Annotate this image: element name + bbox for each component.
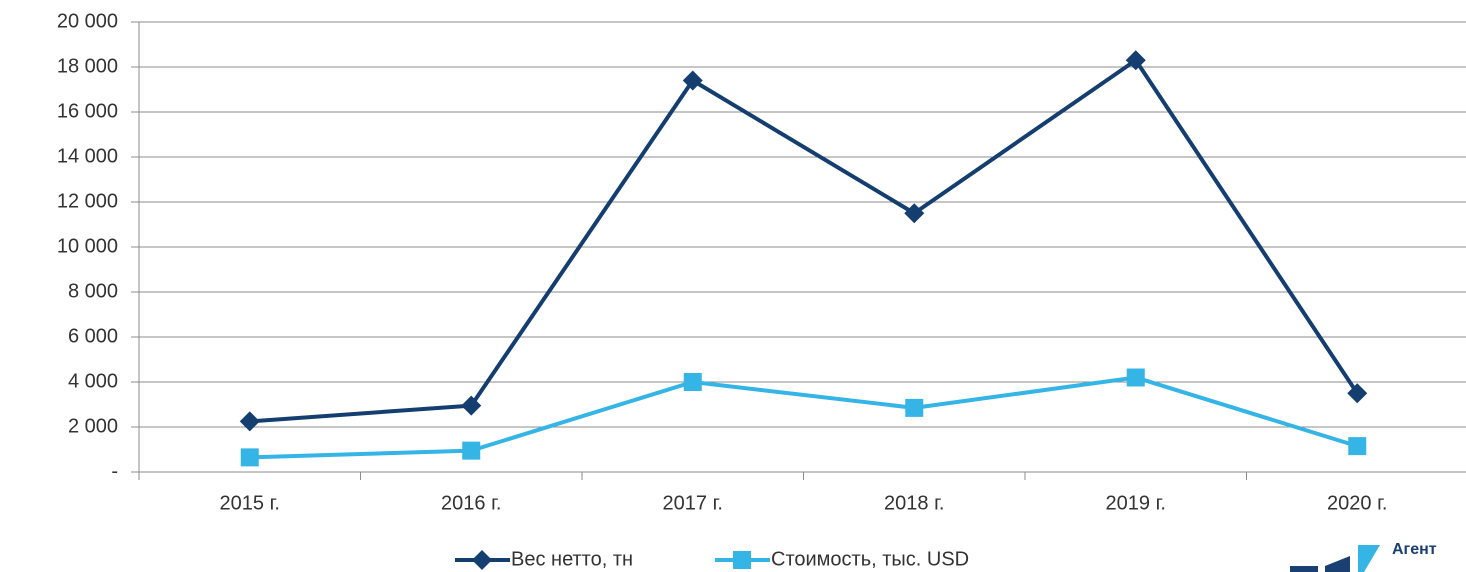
data-point <box>682 70 703 91</box>
data-point <box>905 398 924 417</box>
logo-shape <box>1325 556 1350 572</box>
legend-label: Вес нетто, тн <box>511 548 633 570</box>
y-tick-label: 4 000 <box>68 370 118 392</box>
x-tick-label: 2015 г. <box>220 492 280 514</box>
y-tick-label: 10 000 <box>57 235 118 257</box>
logo-text: Агент <box>1392 541 1437 558</box>
y-tick-label: 14 000 <box>57 145 118 167</box>
y-tick-label: - <box>111 460 118 482</box>
logo-shape <box>1358 545 1380 572</box>
x-tick-label: 2020 г. <box>1327 492 1387 514</box>
y-tick-label: 12 000 <box>57 190 118 212</box>
x-tick-label: 2017 г. <box>663 492 723 514</box>
x-tick-label: 2016 г. <box>441 492 501 514</box>
y-tick-label: 20 000 <box>57 10 118 32</box>
y-tick-label: 8 000 <box>68 280 118 302</box>
y-tick-label: 6 000 <box>68 325 118 347</box>
data-point <box>904 203 925 224</box>
logo-shape <box>1290 566 1318 572</box>
series-line <box>249 375 1358 460</box>
data-point <box>462 441 481 460</box>
data-point <box>240 448 259 467</box>
series-line <box>249 58 1359 424</box>
data-point <box>1125 50 1146 71</box>
data-point <box>239 411 260 432</box>
data-point <box>683 373 702 391</box>
y-tick-label: 2 000 <box>68 415 118 437</box>
x-tick-label: 2019 г. <box>1106 492 1166 514</box>
data-point <box>1126 368 1145 387</box>
y-tick-label: 18 000 <box>57 55 118 77</box>
data-point <box>1347 383 1368 404</box>
data-point <box>461 395 482 416</box>
y-tick-label: 16 000 <box>57 100 118 122</box>
legend-marker <box>733 551 751 569</box>
x-tick-label: 2018 г. <box>884 492 944 514</box>
legend-marker <box>472 550 492 570</box>
legend-label: Стоимость, тыс. USD <box>771 548 969 570</box>
logo: Агент <box>1290 541 1437 572</box>
data-point <box>1348 437 1367 456</box>
